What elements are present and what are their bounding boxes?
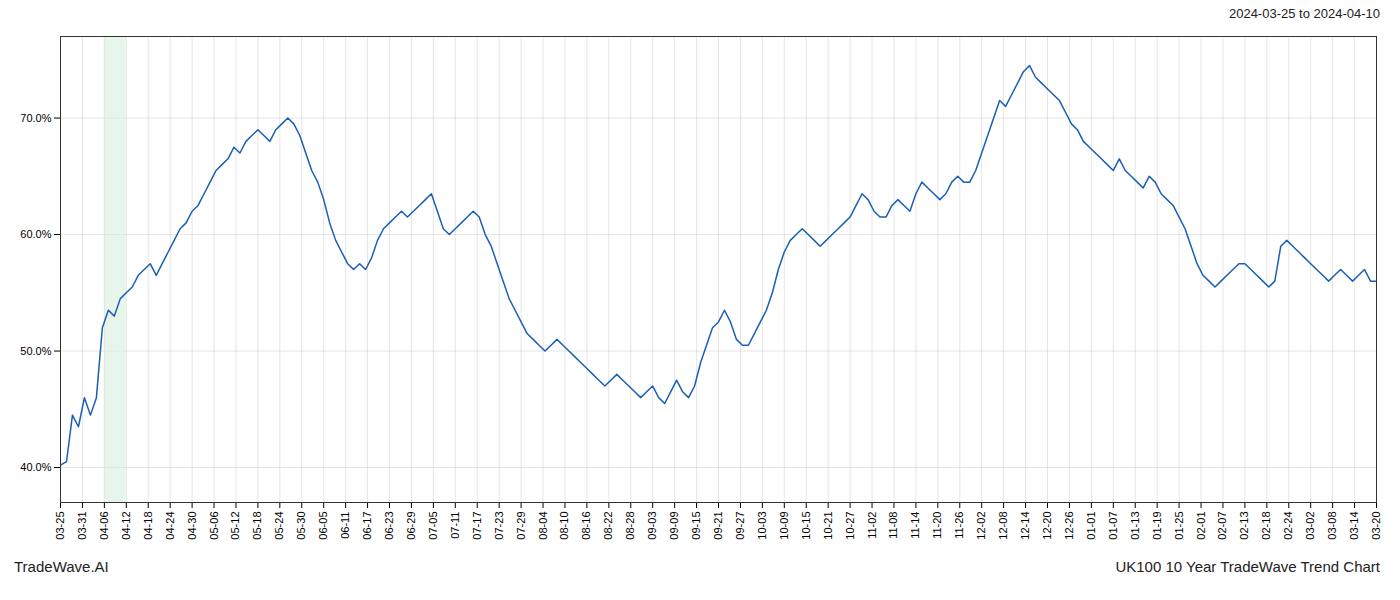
html-text:TradeWave.AI: TradeWave.AI [14, 558, 109, 575]
svg-text:02-24: 02-24 [1282, 512, 1294, 540]
svg-text:07-29: 07-29 [515, 512, 527, 540]
svg-text:12-14: 12-14 [1019, 512, 1031, 540]
svg-text:01-25: 01-25 [1173, 512, 1185, 540]
svg-text:70.0%: 70.0% [20, 112, 51, 124]
svg-text:08-04: 08-04 [537, 512, 549, 540]
svg-text:05-12: 05-12 [229, 512, 241, 540]
svg-text:12-26: 12-26 [1063, 512, 1075, 540]
svg-text:03-14: 03-14 [1348, 512, 1360, 540]
svg-text:03-25: 03-25 [54, 512, 66, 540]
svg-text:04-30: 04-30 [186, 512, 198, 540]
svg-text:12-02: 12-02 [975, 512, 987, 540]
svg-text:06-29: 06-29 [405, 512, 417, 540]
svg-text:01-13: 01-13 [1129, 512, 1141, 540]
svg-text:02-01: 02-01 [1195, 512, 1207, 540]
svg-text:02-13: 02-13 [1238, 512, 1250, 540]
svg-text:03-20: 03-20 [1370, 512, 1382, 540]
svg-text:08-10: 08-10 [558, 512, 570, 540]
svg-text:06-11: 06-11 [339, 512, 351, 539]
svg-text:10-03: 10-03 [756, 512, 768, 540]
svg-text:09-03: 09-03 [646, 512, 658, 540]
svg-text:01-19: 01-19 [1151, 512, 1163, 540]
svg-text:05-24: 05-24 [273, 512, 285, 540]
svg-text:06-17: 06-17 [361, 512, 373, 540]
svg-text:06-05: 06-05 [317, 512, 329, 540]
svg-text:06-23: 06-23 [383, 512, 395, 540]
svg-text:10-21: 10-21 [822, 512, 834, 540]
svg-text:02-07: 02-07 [1216, 512, 1228, 540]
svg-text:10-09: 10-09 [778, 512, 790, 540]
html-text:2024-03-25 to 2024-04-10: 2024-03-25 to 2024-04-10 [1228, 6, 1380, 21]
svg-text:08-16: 08-16 [580, 512, 592, 540]
svg-text:11-14: 11-14 [909, 512, 921, 539]
svg-text:10-15: 10-15 [800, 512, 812, 540]
svg-text:04-18: 04-18 [142, 512, 154, 540]
svg-text:08-22: 08-22 [602, 512, 614, 540]
svg-text:50.0%: 50.0% [20, 345, 51, 357]
svg-text:04-12: 04-12 [120, 512, 132, 540]
svg-text:03-31: 03-31 [76, 512, 88, 540]
svg-text:12-08: 12-08 [997, 512, 1009, 540]
svg-text:05-06: 05-06 [208, 512, 220, 540]
svg-text:07-23: 07-23 [493, 512, 505, 540]
svg-text:03-08: 03-08 [1326, 512, 1338, 540]
svg-text:11-26: 11-26 [953, 512, 965, 539]
svg-text:11-08: 11-08 [887, 512, 899, 539]
svg-text:05-18: 05-18 [251, 512, 263, 540]
svg-text:09-15: 09-15 [690, 512, 702, 540]
svg-text:02-18: 02-18 [1260, 512, 1272, 540]
svg-text:60.0%: 60.0% [20, 228, 51, 240]
svg-text:09-09: 09-09 [668, 512, 680, 540]
svg-text:08-28: 08-28 [624, 512, 636, 540]
svg-text:11-20: 11-20 [931, 512, 943, 539]
svg-text:01-07: 01-07 [1107, 512, 1119, 540]
svg-text:04-24: 04-24 [164, 512, 176, 540]
html-text:UK100 10 Year TradeWave Trend: UK100 10 Year TradeWave Trend Chart [1115, 558, 1380, 575]
svg-text:10-27: 10-27 [844, 512, 856, 540]
svg-text:09-21: 09-21 [712, 512, 724, 540]
svg-text:07-17: 07-17 [471, 512, 483, 540]
svg-text:11-02: 11-02 [866, 512, 878, 539]
svg-text:04-06: 04-06 [98, 512, 110, 540]
svg-text:05-30: 05-30 [295, 512, 307, 540]
svg-text:07-11: 07-11 [449, 512, 461, 539]
svg-text:03-02: 03-02 [1304, 512, 1316, 540]
svg-text:01-01: 01-01 [1085, 512, 1097, 540]
svg-text:12-20: 12-20 [1041, 512, 1053, 540]
svg-text:40.0%: 40.0% [20, 461, 51, 473]
svg-text:09-27: 09-27 [734, 512, 746, 540]
svg-text:07-05: 07-05 [427, 512, 439, 540]
